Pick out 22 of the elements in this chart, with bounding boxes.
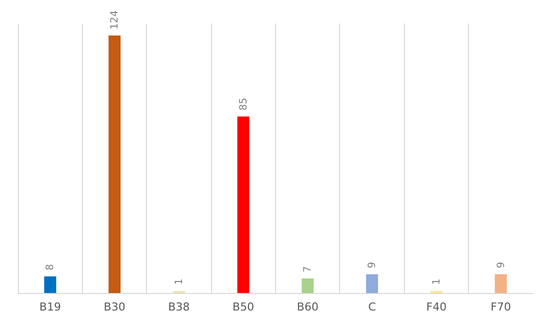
x-tick-label: F40 [426, 300, 447, 314]
x-tick-label: B30 [104, 300, 126, 314]
data-label: 85 [238, 98, 250, 110]
bar [302, 278, 314, 293]
data-label: 9 [496, 262, 507, 268]
bar [366, 274, 378, 293]
bar [44, 276, 56, 293]
x-tick-label: B19 [39, 300, 61, 314]
x-tick-label: B38 [168, 300, 190, 314]
data-label: 9 [367, 262, 378, 268]
x-tick-label: B50 [232, 300, 254, 314]
bar [494, 274, 507, 293]
data-label: 124 [110, 10, 121, 30]
bar [237, 116, 250, 293]
data-label: 7 [302, 266, 314, 272]
x-tick-label: F70 [490, 300, 511, 314]
data-label: 1 [431, 278, 442, 285]
bar [108, 35, 121, 293]
data-label: 8 [45, 264, 56, 270]
x-tick-label: C [368, 300, 376, 314]
x-tick-label: B60 [296, 300, 318, 314]
data-label: 1 [174, 278, 185, 285]
